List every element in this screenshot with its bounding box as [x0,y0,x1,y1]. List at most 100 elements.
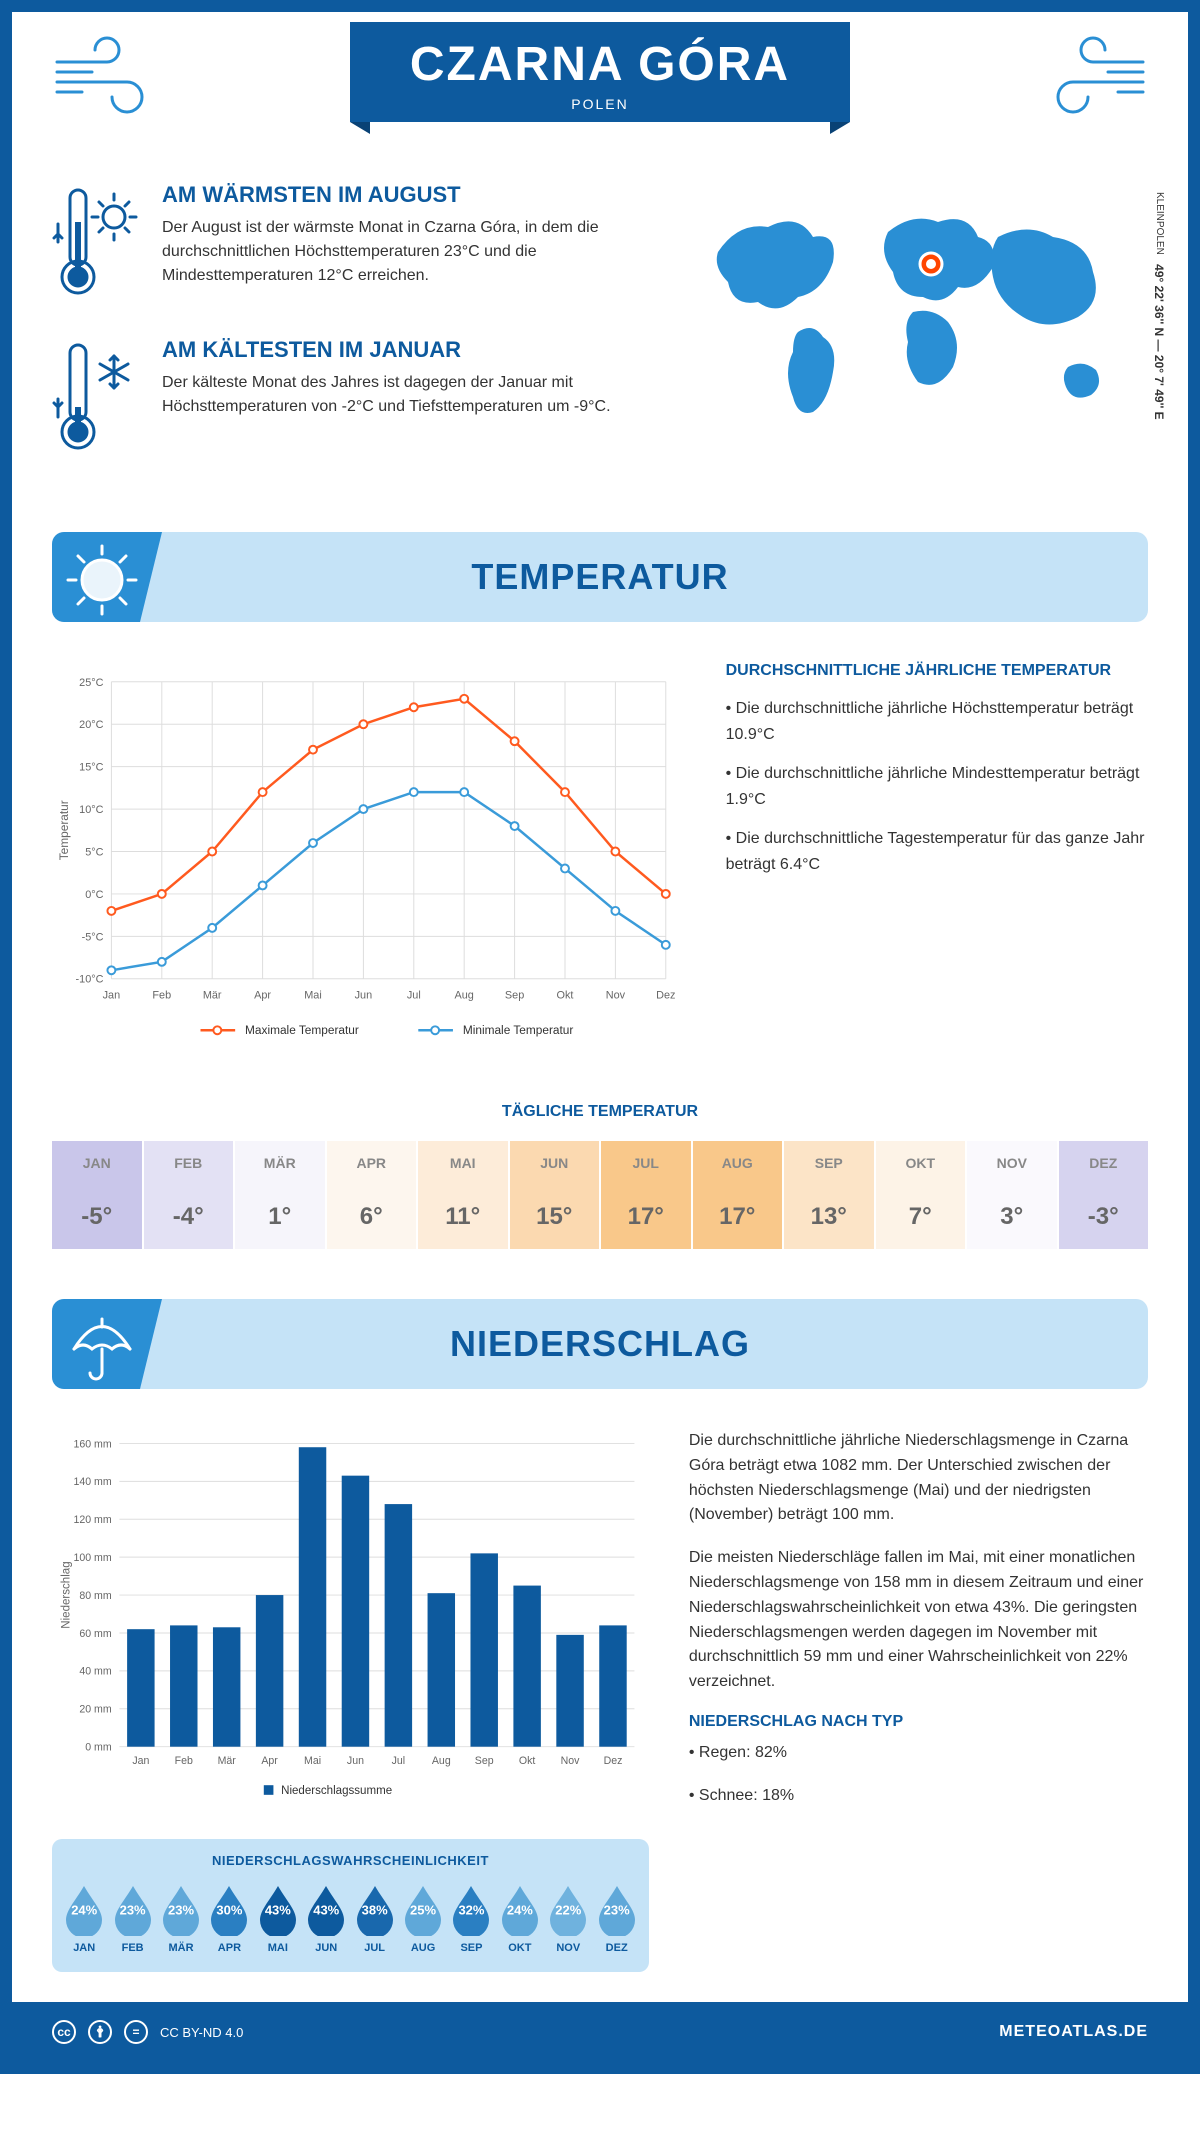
svg-text:5°C: 5°C [85,846,103,858]
temp-cell: OKT7° [876,1141,966,1249]
page-title: CZARNA GÓRA [410,37,790,92]
probability-drop: 22%NOV [546,1882,590,1954]
temp-cell: FEB-4° [144,1141,234,1249]
temp-info-b1: • Die durchschnittliche jährliche Höchst… [726,696,1148,747]
infographic-frame: CZARNA GÓRA POLEN AM WÄRMSTEN IM AUGUST … [0,0,1200,2074]
svg-text:Temperatur: Temperatur [57,800,71,860]
svg-text:Niederschlagssumme: Niederschlagssumme [281,1785,392,1797]
coordinates: KLEINPOLEN 49° 22' 36'' N — 20° 7' 49'' … [1152,192,1166,420]
svg-text:20 mm: 20 mm [79,1704,112,1716]
svg-text:100 mm: 100 mm [73,1552,111,1564]
svg-text:Apr: Apr [261,1755,278,1767]
precip-text1: Die durchschnittliche jährliche Niedersc… [689,1429,1148,1528]
svg-text:0 mm: 0 mm [85,1742,112,1754]
svg-text:Sep: Sep [475,1755,494,1767]
daily-temp-heading: TÄGLICHE TEMPERATUR [52,1103,1148,1121]
probability-drop: 38%JUL [352,1882,396,1954]
probability-drop: 23%FEB [110,1882,154,1954]
prob-heading: NIEDERSCHLAGSWAHRSCHEINLICHKEIT [62,1853,639,1868]
svg-text:120 mm: 120 mm [73,1514,111,1526]
svg-text:Jun: Jun [355,990,373,1002]
svg-text:Apr: Apr [254,990,271,1002]
temp-info-heading: DURCHSCHNITTLICHE JÄHRLICHE TEMPERATUR [726,662,1148,680]
svg-text:Niederschlag: Niederschlag [60,1561,72,1628]
svg-text:40 mm: 40 mm [79,1666,112,1678]
precipitation-bar-chart: 0 mm20 mm40 mm60 mm80 mm100 mm120 mm140 … [52,1429,649,1972]
temperature-line-chart: -10°C-5°C0°C5°C10°C15°C20°C25°CJanFebMär… [52,662,686,1063]
world-map-icon [688,182,1148,442]
intro-section: AM WÄRMSTEN IM AUGUST Der August ist der… [52,152,1148,532]
temperature-title: TEMPERATUR [52,556,1148,598]
precip-text2: Die meisten Niederschläge fallen im Mai,… [689,1546,1148,1695]
svg-text:Aug: Aug [432,1755,451,1767]
svg-text:140 mm: 140 mm [73,1476,111,1488]
temp-cell: DEZ-3° [1059,1141,1149,1249]
temperature-info: DURCHSCHNITTLICHE JÄHRLICHE TEMPERATUR •… [726,662,1148,1063]
svg-text:Minimale Temperatur: Minimale Temperatur [463,1023,574,1037]
coldest-block: AM KÄLTESTEN IM JANUAR Der kälteste Mona… [52,337,648,462]
precipitation-section-header: NIEDERSCHLAG [52,1299,1148,1389]
probability-drop: 24%OKT [498,1882,542,1954]
svg-text:Aug: Aug [455,990,474,1002]
svg-text:Jan: Jan [132,1755,149,1767]
precipitation-info: Die durchschnittliche jährliche Niedersc… [689,1429,1148,1972]
temp-cell: JUN15° [510,1141,600,1249]
probability-drop: 30%APR [207,1882,251,1954]
svg-text:Jul: Jul [407,990,421,1002]
svg-text:Jun: Jun [347,1755,364,1767]
thermometer-cold-icon [52,337,142,462]
temp-cell: APR6° [327,1141,417,1249]
page-subtitle: POLEN [410,96,790,112]
nd-icon: = [124,2020,148,2044]
thermometer-hot-icon [52,182,142,307]
cc-icon: cc [52,2020,76,2044]
svg-text:Feb: Feb [152,990,171,1002]
precipitation-probability-panel: NIEDERSCHLAGSWAHRSCHEINLICHKEIT 24%JAN23… [52,1839,649,1972]
svg-text:25°C: 25°C [79,677,103,689]
header: CZARNA GÓRA POLEN [52,12,1148,152]
license-text: CC BY-ND 4.0 [160,2025,243,2040]
precipitation-title: NIEDERSCHLAG [52,1323,1148,1365]
temp-info-b2: • Die durchschnittliche jährliche Mindes… [726,761,1148,812]
probability-drop: 25%AUG [401,1882,445,1954]
footer: cc 🛉 = CC BY-ND 4.0 METEOATLAS.DE [12,2002,1188,2062]
svg-text:Mär: Mär [203,990,222,1002]
temp-cell: MAI11° [418,1141,508,1249]
svg-text:10°C: 10°C [79,804,103,816]
svg-text:Sep: Sep [505,990,524,1002]
site-name: METEOATLAS.DE [999,2023,1148,2041]
wind-icon-left [52,32,182,127]
temp-info-b3: • Die durchschnittliche Tagestemperatur … [726,826,1148,877]
temp-cell: AUG17° [693,1141,783,1249]
svg-text:Okt: Okt [557,990,574,1002]
svg-text:20°C: 20°C [79,719,103,731]
temp-cell: SEP13° [784,1141,874,1249]
svg-text:Feb: Feb [175,1755,193,1767]
temperature-section-header: TEMPERATUR [52,532,1148,622]
umbrella-icon [62,1307,142,1389]
by-icon: 🛉 [88,2020,112,2044]
svg-text:Dez: Dez [656,990,675,1002]
probability-drop: 43%MAI [256,1882,300,1954]
map-panel: KLEINPOLEN 49° 22' 36'' N — 20° 7' 49'' … [688,182,1148,492]
warmest-text: Der August ist der wärmste Monat in Czar… [162,216,648,288]
probability-drop: 43%JUN [304,1882,348,1954]
warmest-heading: AM WÄRMSTEN IM AUGUST [162,182,648,208]
probability-drop: 32%SEP [449,1882,493,1954]
svg-text:Mai: Mai [304,1755,321,1767]
svg-text:Jul: Jul [392,1755,406,1767]
probability-drop: 23%DEZ [594,1882,638,1954]
temp-cell: MÄR1° [235,1141,325,1249]
svg-text:Maximale Temperatur: Maximale Temperatur [245,1023,359,1037]
svg-text:Nov: Nov [606,990,626,1002]
precip-rain: • Regen: 82% [689,1741,1148,1766]
sun-icon [62,540,142,622]
temp-cell: JAN-5° [52,1141,142,1249]
svg-text:Jan: Jan [103,990,121,1002]
coldest-text: Der kälteste Monat des Jahres ist dagege… [162,371,648,419]
temp-cell: NOV3° [967,1141,1057,1249]
precip-snow: • Schnee: 18% [689,1784,1148,1809]
svg-text:Okt: Okt [519,1755,536,1767]
svg-text:60 mm: 60 mm [79,1628,112,1640]
daily-temperature-table: TÄGLICHE TEMPERATUR JAN-5°FEB-4°MÄR1°APR… [52,1103,1148,1249]
